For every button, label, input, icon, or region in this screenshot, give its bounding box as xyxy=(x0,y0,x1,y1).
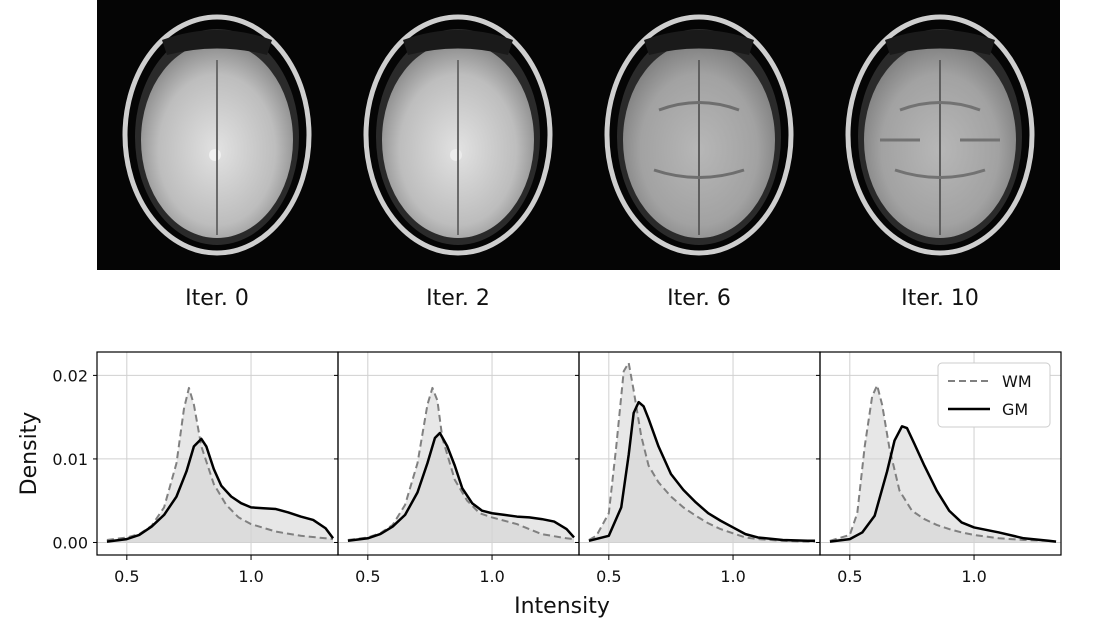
x-tick-label: 0.5 xyxy=(114,567,139,586)
y-tick-label: 0.02 xyxy=(52,366,88,385)
x-tick-label: 0.5 xyxy=(837,567,862,586)
density-fill-gm xyxy=(829,426,1057,543)
mri-slice-iter-0 xyxy=(122,14,312,256)
mri-slice-iter-2 xyxy=(363,14,553,256)
iteration-label: Iter. 6 xyxy=(667,286,731,311)
iteration-label: Iter. 0 xyxy=(185,286,249,311)
density-fill-gm xyxy=(588,402,816,543)
density-line-gm xyxy=(588,400,816,543)
legend-box xyxy=(937,362,1051,428)
x-tick-label: 1.0 xyxy=(479,567,504,586)
density-line-wm xyxy=(588,361,816,543)
x-tick-label: 1.0 xyxy=(961,567,986,586)
iteration-label: Iter. 10 xyxy=(901,286,979,311)
x-tick-label: 1.0 xyxy=(720,567,745,586)
density-fill-gm xyxy=(106,438,334,543)
mri-slice-iter-6 xyxy=(604,14,794,256)
legend-label-gm: GM xyxy=(1002,400,1028,419)
y-axis-label: Density xyxy=(17,412,42,496)
density-line-gm xyxy=(106,437,335,543)
density-line-wm xyxy=(347,386,575,541)
density-plots: 0.5 1.0 0.00 0.01 0.02 0.5 1.0 0.5 1.0 0.5 1.0 Dens… xyxy=(17,351,1062,619)
legend-label-wm: WM xyxy=(1002,372,1032,391)
density-line-wm xyxy=(829,384,1057,543)
x-tick-label: 1.0 xyxy=(238,567,263,586)
x-tick-label: 0.5 xyxy=(355,567,380,586)
panel-frame xyxy=(819,351,1062,556)
iteration-label: Iter. 2 xyxy=(426,286,490,311)
density-line-gm xyxy=(347,431,575,543)
density-line-gm xyxy=(829,425,1057,543)
mri-image-strip xyxy=(97,0,1060,270)
x-axis-label: Intensity xyxy=(514,594,610,619)
y-tick-label: 0.00 xyxy=(52,533,88,552)
y-tick-label: 0.01 xyxy=(52,450,88,469)
mri-slice-iter-10 xyxy=(845,14,1035,256)
x-tick-label: 0.5 xyxy=(596,567,621,586)
mri-slices xyxy=(122,14,1035,256)
